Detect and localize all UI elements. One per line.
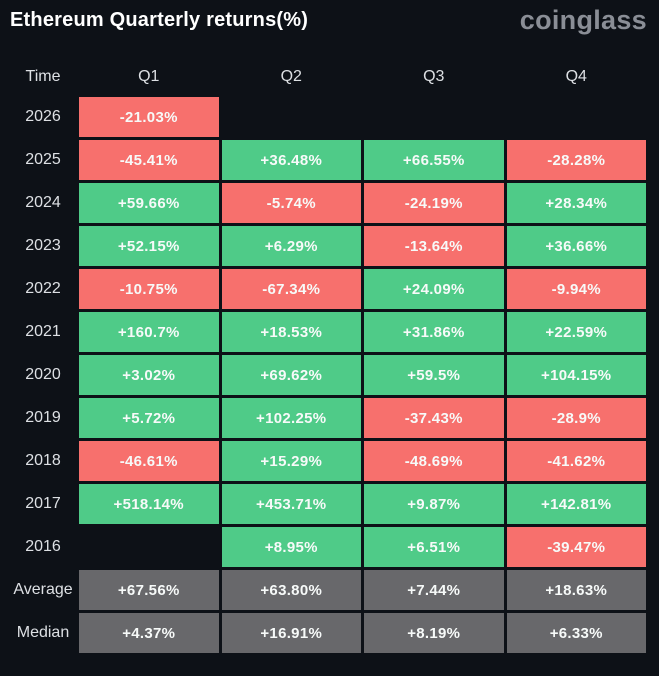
return-cell: +69.62% <box>221 355 361 395</box>
return-cell: -5.74% <box>221 183 361 223</box>
return-cell: -48.69% <box>364 441 504 481</box>
return-cell: +18.63% <box>506 570 646 610</box>
return-cell: +28.34% <box>506 183 646 223</box>
row-label: 2019 <box>25 409 61 426</box>
return-cell: -45.41% <box>79 140 219 180</box>
table-row-2021: 2021 +160.7% +18.53% +31.86% +22.59% <box>0 312 659 352</box>
return-cell: +160.7% <box>79 312 219 352</box>
return-cell: +36.66% <box>506 226 646 266</box>
coinglass-logo: coinglass <box>519 5 647 35</box>
return-cell: -28.9% <box>506 398 646 438</box>
empty-cell <box>79 527 219 567</box>
column-header-q2: Q2 <box>280 68 302 85</box>
return-cell: +3.02% <box>79 355 219 395</box>
row-label: Average <box>13 581 73 598</box>
return-cell: +67.56% <box>79 570 219 610</box>
table-row-2020: 2020 +3.02% +69.62% +59.5% +104.15% <box>0 355 659 395</box>
return-cell: -46.61% <box>79 441 219 481</box>
return-cell: -39.47% <box>506 527 646 567</box>
return-cell: +15.29% <box>221 441 361 481</box>
empty-cell <box>364 97 504 137</box>
return-cell: +22.59% <box>506 312 646 352</box>
row-label: Median <box>16 624 70 641</box>
return-cell: +24.09% <box>364 269 504 309</box>
empty-cell <box>222 97 362 137</box>
row-label: 2021 <box>25 323 61 340</box>
return-cell: -67.34% <box>221 269 361 309</box>
topbar: Ethereum Quarterly returns(%) coinglass <box>0 0 659 40</box>
table-row-2019: 2019 +5.72% +102.25% -37.43% -28.9% <box>0 398 659 438</box>
return-cell: +4.37% <box>79 613 219 653</box>
return-cell: +6.33% <box>506 613 646 653</box>
table-row-2022: 2022 -10.75% -67.34% +24.09% -9.94% <box>0 269 659 309</box>
table-row-median: Median +4.37% +16.91% +8.19% +6.33% <box>0 613 659 653</box>
return-cell: +6.29% <box>221 226 361 266</box>
row-label: 2020 <box>25 366 61 383</box>
table-row-average: Average +67.56% +63.80% +7.44% +18.63% <box>0 570 659 610</box>
return-cell: +59.5% <box>364 355 504 395</box>
returns-table: 2026 -21.03% 2025 -45.41% +36.48% +66.55% -28.… <box>0 97 659 653</box>
return-cell: +9.87% <box>364 484 504 524</box>
table-header-row: Time Q1 Q2 Q3 Q4 <box>0 68 659 86</box>
return-cell: -41.62% <box>506 441 646 481</box>
row-label: 2018 <box>25 452 61 469</box>
return-cell: +518.14% <box>79 484 219 524</box>
return-cell: +104.15% <box>506 355 646 395</box>
return-cell: +31.86% <box>364 312 504 352</box>
row-label: 2025 <box>25 151 61 168</box>
return-cell: -28.28% <box>506 140 646 180</box>
table-row-2017: 2017 +518.14% +453.71% +9.87% +142.81% <box>0 484 659 524</box>
column-header-time: Time <box>25 68 61 85</box>
return-cell: +63.80% <box>221 570 361 610</box>
table-row-2024: 2024 +59.66% -5.74% -24.19% +28.34% <box>0 183 659 223</box>
row-label: 2024 <box>25 194 61 211</box>
table-row-2018: 2018 -46.61% +15.29% -48.69% -41.62% <box>0 441 659 481</box>
table-row-2016: 2016 +8.95% +6.51% -39.47% <box>0 527 659 567</box>
row-label: 2017 <box>25 495 61 512</box>
return-cell: +36.48% <box>221 140 361 180</box>
return-cell: -13.64% <box>364 226 504 266</box>
return-cell: +8.95% <box>221 527 361 567</box>
return-cell: +8.19% <box>364 613 504 653</box>
return-cell: +7.44% <box>364 570 504 610</box>
column-header-q1: Q1 <box>138 68 160 85</box>
return-cell: +18.53% <box>221 312 361 352</box>
return-cell: -37.43% <box>364 398 504 438</box>
return-cell: +453.71% <box>221 484 361 524</box>
row-label: 2022 <box>25 280 61 297</box>
return-cell: +142.81% <box>506 484 646 524</box>
return-cell: -24.19% <box>364 183 504 223</box>
return-cell: +102.25% <box>221 398 361 438</box>
return-cell: +5.72% <box>79 398 219 438</box>
return-cell: +6.51% <box>364 527 504 567</box>
table-row-2026: 2026 -21.03% <box>0 97 659 137</box>
return-cell: +66.55% <box>364 140 504 180</box>
page-title: Ethereum Quarterly returns(%) <box>10 9 309 31</box>
row-label: 2016 <box>25 538 61 555</box>
column-header-q4: Q4 <box>565 68 587 85</box>
return-cell: +16.91% <box>221 613 361 653</box>
return-cell: +52.15% <box>79 226 219 266</box>
empty-cell <box>507 97 647 137</box>
table-row-2025: 2025 -45.41% +36.48% +66.55% -28.28% <box>0 140 659 180</box>
return-cell: -21.03% <box>79 97 219 137</box>
return-cell: +59.66% <box>79 183 219 223</box>
row-label: 2026 <box>25 108 61 125</box>
return-cell: -10.75% <box>79 269 219 309</box>
column-header-q3: Q3 <box>423 68 445 85</box>
table-row-2023: 2023 +52.15% +6.29% -13.64% +36.66% <box>0 226 659 266</box>
return-cell: -9.94% <box>506 269 646 309</box>
row-label: 2023 <box>25 237 61 254</box>
